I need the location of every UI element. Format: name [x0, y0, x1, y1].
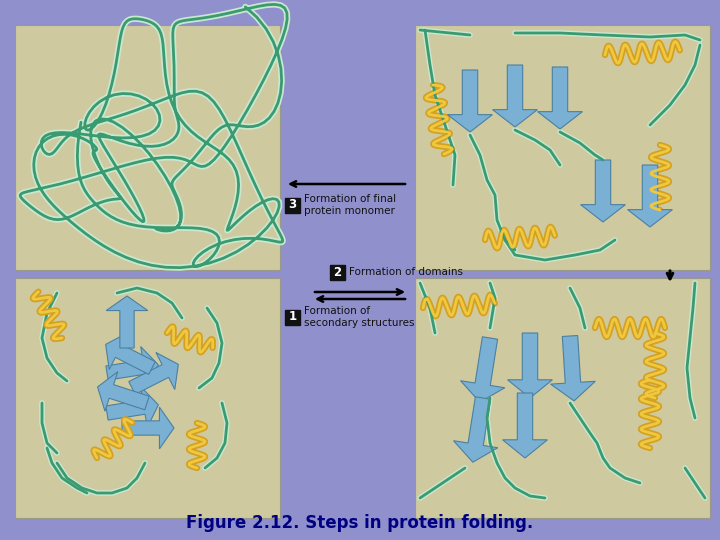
Bar [415, 25, 710, 270]
Polygon shape [461, 337, 505, 402]
Polygon shape [129, 353, 179, 394]
Polygon shape [448, 70, 492, 132]
Polygon shape [106, 333, 156, 374]
Bar [15, 278, 280, 518]
Bar [285, 309, 300, 325]
Bar [415, 278, 710, 518]
Polygon shape [580, 160, 626, 222]
Polygon shape [551, 335, 595, 401]
Polygon shape [97, 372, 149, 411]
Text: 1: 1 [289, 310, 297, 323]
Text: 2: 2 [333, 266, 341, 279]
Polygon shape [503, 393, 547, 458]
Text: Formation of final
protein monomer: Formation of final protein monomer [304, 194, 396, 217]
Bar [330, 265, 345, 280]
Bar [285, 198, 300, 213]
Text: Formation of domains: Formation of domains [349, 267, 463, 277]
Text: Formation of
secondary structures: Formation of secondary structures [304, 306, 415, 328]
Polygon shape [538, 67, 582, 129]
Polygon shape [628, 165, 672, 227]
Polygon shape [508, 333, 552, 398]
Polygon shape [106, 387, 158, 428]
Text: Figure 2.12. Steps in protein folding.: Figure 2.12. Steps in protein folding. [186, 514, 534, 532]
Polygon shape [454, 397, 498, 462]
Polygon shape [122, 407, 174, 449]
Polygon shape [107, 296, 148, 348]
Polygon shape [492, 65, 537, 127]
Polygon shape [106, 347, 158, 388]
Bar [15, 25, 280, 270]
Text: 3: 3 [289, 199, 297, 212]
